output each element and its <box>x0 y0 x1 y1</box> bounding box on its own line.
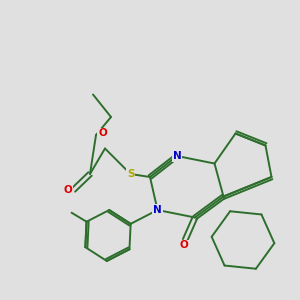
Text: N: N <box>153 205 162 215</box>
Text: O: O <box>64 185 73 195</box>
Text: O: O <box>98 128 107 139</box>
Text: N: N <box>172 151 182 161</box>
Text: S: S <box>127 169 134 179</box>
Text: O: O <box>179 240 188 250</box>
